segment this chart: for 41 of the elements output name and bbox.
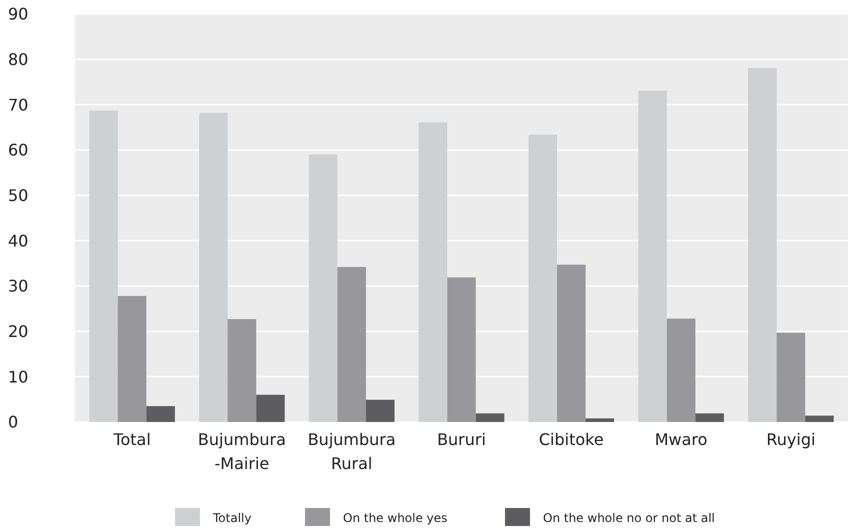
- bar: [308, 154, 338, 422]
- y-tick-label: 80: [8, 50, 28, 69]
- legend-label: On the whole yes: [343, 511, 448, 525]
- bar: [256, 394, 285, 422]
- bar: [199, 112, 228, 422]
- x-tick-label: Bujumbura -Mairie: [198, 430, 286, 473]
- bar: [528, 134, 558, 422]
- y-tick-label: 40: [8, 231, 28, 250]
- bar: [776, 332, 806, 422]
- y-tick-label: 60: [8, 140, 28, 160]
- bar: [146, 406, 175, 422]
- y-tick-label: 30: [8, 276, 28, 296]
- bar: [366, 400, 395, 422]
- bar: [695, 413, 724, 422]
- bar: [638, 90, 667, 422]
- y-tick-label: 90: [8, 4, 28, 24]
- bar: [89, 110, 118, 422]
- bar: [476, 413, 504, 422]
- bar: [337, 266, 366, 422]
- legend-label: Totally: [212, 511, 252, 525]
- legend-label: On the whole no or not at all: [543, 511, 715, 525]
- x-tick-label: Mwaro: [654, 430, 708, 449]
- bar: [748, 68, 777, 422]
- y-tick-label: 50: [8, 186, 28, 205]
- y-tick-label: 10: [8, 367, 28, 386]
- x-tick-label: Bujumbura Rural: [308, 430, 396, 473]
- bar: [557, 264, 586, 422]
- x-tick-label: Cibitoke: [538, 430, 604, 449]
- y-tick-label: 70: [8, 95, 28, 114]
- y-tick-label: 20: [8, 322, 28, 341]
- x-tick-label: Ruyigi: [766, 430, 816, 449]
- bar: [418, 122, 448, 422]
- bar: [666, 318, 696, 422]
- x-tick-label: Total: [112, 430, 151, 449]
- bar: [805, 416, 834, 422]
- bar: [118, 296, 146, 422]
- x-tick-label: Bururi: [437, 430, 486, 449]
- y-tick-label: 0: [8, 412, 18, 432]
- bar: [447, 277, 476, 422]
- bar: [228, 319, 256, 422]
- bar: [586, 418, 614, 422]
